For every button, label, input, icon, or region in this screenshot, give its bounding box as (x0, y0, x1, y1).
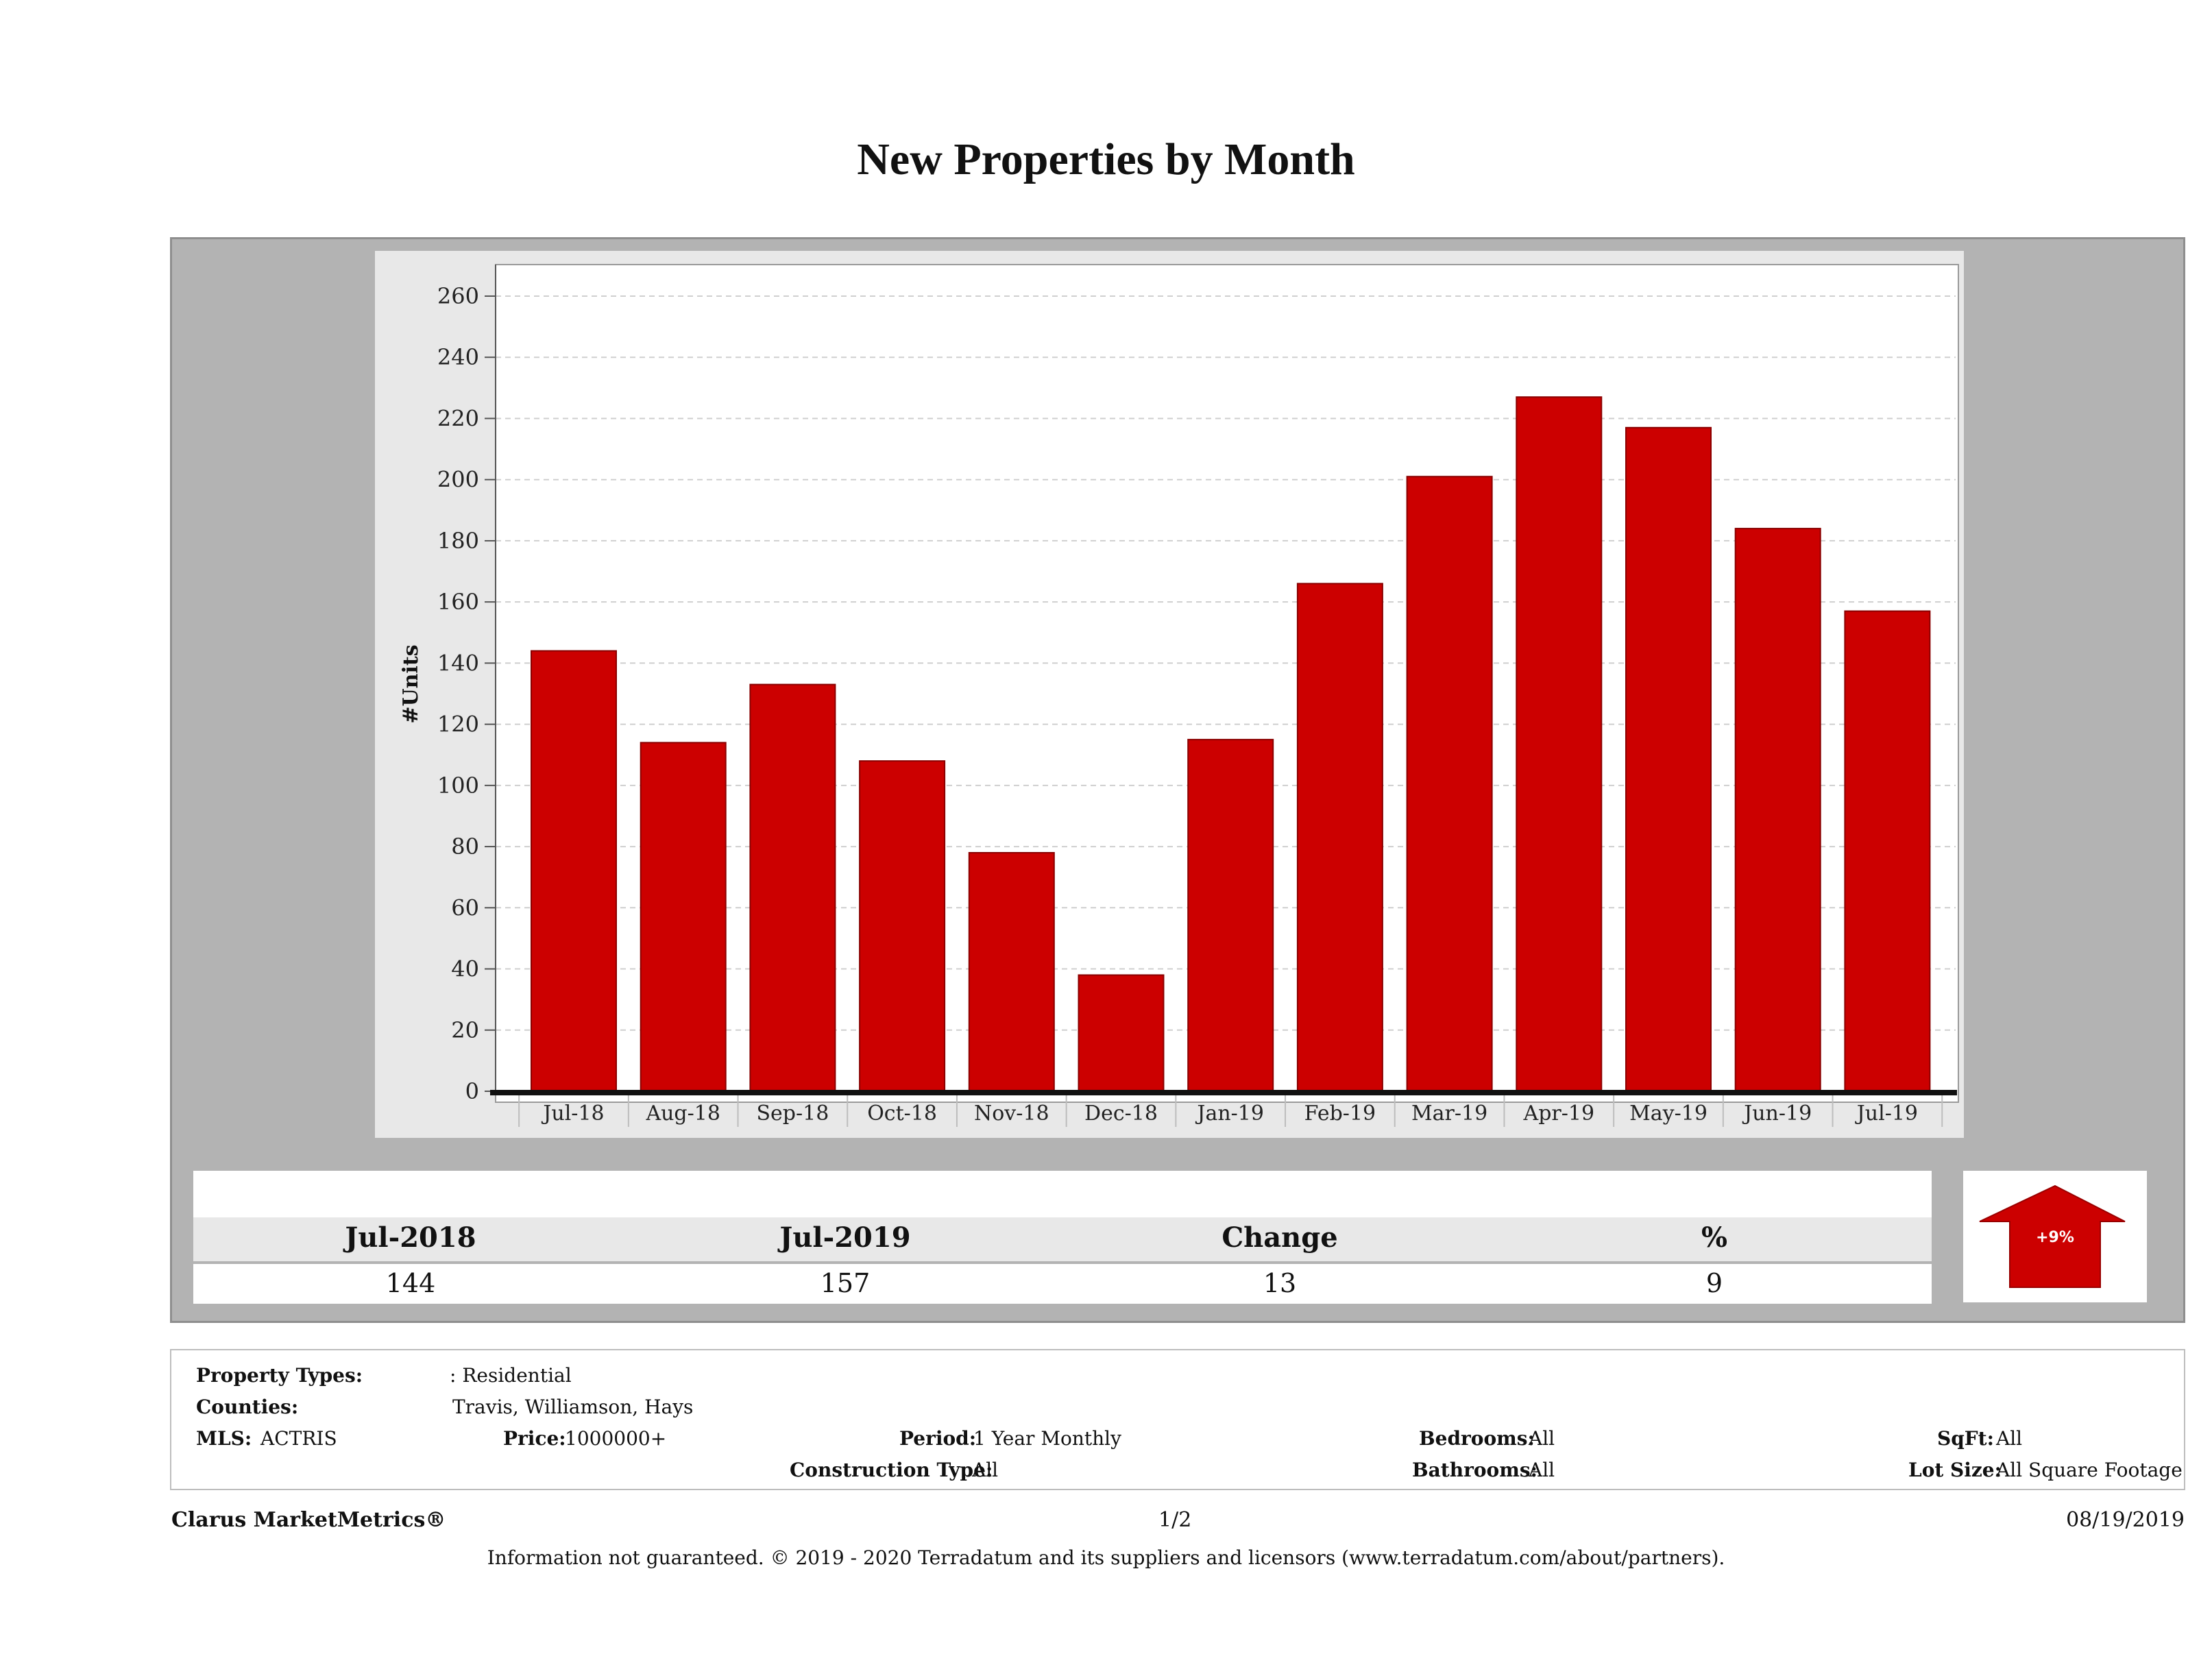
footer-disclaimer: Information not guaranteed. © 2019 - 202… (487, 1546, 1725, 1569)
x-tick-label: Oct-18 (867, 1102, 937, 1126)
bar (1625, 426, 1712, 1093)
y-axis-label: #Units (399, 644, 423, 723)
y-tick-label: 240 (437, 344, 479, 370)
bar (1844, 610, 1931, 1092)
bar (1078, 974, 1165, 1093)
property-types-value: : Residential (450, 1364, 572, 1387)
y-tick-label: 100 (437, 773, 479, 799)
bar (968, 852, 1055, 1092)
lot-size-value: All Square Footage (1996, 1459, 2183, 1481)
construction-type-value: All (972, 1459, 999, 1481)
property-types-label: Property Types: (196, 1364, 363, 1387)
bar (1296, 583, 1383, 1092)
bar (1734, 528, 1821, 1093)
period-label: Period: (899, 1427, 977, 1450)
up-arrow-icon: +9% (1979, 1184, 2126, 1288)
x-tick-label: Dec-18 (1084, 1102, 1158, 1126)
bar (749, 683, 836, 1092)
construction-type-label: Construction Type: (790, 1459, 993, 1481)
bedrooms-label: Bedrooms: (1419, 1427, 1535, 1450)
summary-header-end: Jul-2019 (779, 1221, 911, 1254)
y-tick-label: 160 (437, 589, 479, 615)
x-tick-label: Sep-18 (756, 1102, 829, 1126)
y-tick-label: 200 (437, 467, 479, 493)
y-tick-label: 0 (465, 1078, 479, 1104)
y-tick-label: 20 (451, 1017, 479, 1043)
x-tick-label: Jun-19 (1742, 1102, 1812, 1126)
x-tick-label: Aug-18 (645, 1102, 720, 1126)
bedrooms-value: All (1529, 1427, 1555, 1450)
x-tick-label: Jan-19 (1195, 1102, 1264, 1126)
y-tick-label: 260 (437, 283, 479, 309)
counties-label: Counties: (196, 1396, 299, 1418)
price-label: Price: (503, 1427, 566, 1450)
y-tick-label: 60 (451, 895, 479, 921)
axis-layer: 0 20 40 60 80 100 120 140 160 180 200 220 240 260 Jul-… (437, 265, 1957, 1127)
sqft-value: All (1996, 1427, 2023, 1450)
summary-value-start: 144 (385, 1268, 436, 1298)
footer-date: 08/19/2019 (2066, 1508, 2185, 1532)
footer-page-number: 1/2 (1158, 1508, 1192, 1532)
y-tick-label: 80 (451, 834, 479, 860)
bar (859, 760, 946, 1093)
x-tick-label: Jul-19 (1855, 1102, 1918, 1126)
summary-header-row (193, 1217, 1932, 1261)
y-tick-label: 40 (451, 956, 479, 982)
summary-value-row (193, 1264, 1932, 1304)
summary-spacer-row (193, 1171, 1932, 1217)
y-tick-label: 220 (437, 405, 479, 431)
bars-layer (531, 396, 1931, 1093)
bar-chart: 0 20 40 60 80 100 120 140 160 180 200 220 240 260 Jul-… (399, 264, 1959, 1127)
period-value: 1 Year Monthly (973, 1427, 1121, 1450)
summary-value-change: 13 (1263, 1268, 1297, 1298)
sqft-label: SqFt: (1937, 1427, 1994, 1450)
summary-value-end: 157 (820, 1268, 871, 1298)
y-tick-label: 140 (437, 650, 479, 676)
x-tick-label: Apr-19 (1523, 1102, 1595, 1126)
report-title: New Properties by Month (857, 134, 1355, 184)
summary-header-start: Jul-2018 (345, 1221, 476, 1254)
x-tick-label: Mar-19 (1411, 1102, 1487, 1126)
x-tick-label: May-19 (1629, 1102, 1707, 1126)
mls-value: ACTRIS (260, 1427, 337, 1450)
x-tick-label: Jul-18 (541, 1102, 604, 1126)
y-tick-label: 120 (437, 712, 479, 738)
filters-panel (170, 1349, 2185, 1490)
bathrooms-value: All (1529, 1459, 1555, 1481)
lot-size-label: Lot Size: (1908, 1459, 2002, 1481)
summary-value-percent: 9 (1705, 1268, 1723, 1298)
footer-brand: Clarus MarketMetrics® (171, 1508, 446, 1532)
bar (1516, 396, 1603, 1092)
summary-header-change: Change (1222, 1221, 1338, 1254)
trend-indicator: +9% (1963, 1171, 2147, 1302)
y-tick-label: 180 (437, 528, 479, 554)
bar (1187, 738, 1274, 1092)
summary-header-percent: % (1701, 1221, 1727, 1254)
mls-label: MLS: (196, 1427, 252, 1450)
counties-value: Travis, Williamson, Hays (452, 1396, 694, 1418)
bar (531, 650, 617, 1092)
x-tick-label: Nov-18 (974, 1102, 1049, 1126)
bar (640, 742, 727, 1093)
x-tick-label: Feb-19 (1304, 1102, 1376, 1126)
price-value: 1000000+ (565, 1427, 667, 1450)
trend-percent-label: +9% (2036, 1229, 2074, 1246)
bar (1406, 476, 1493, 1092)
bathrooms-label: Bathrooms: (1412, 1459, 1538, 1481)
